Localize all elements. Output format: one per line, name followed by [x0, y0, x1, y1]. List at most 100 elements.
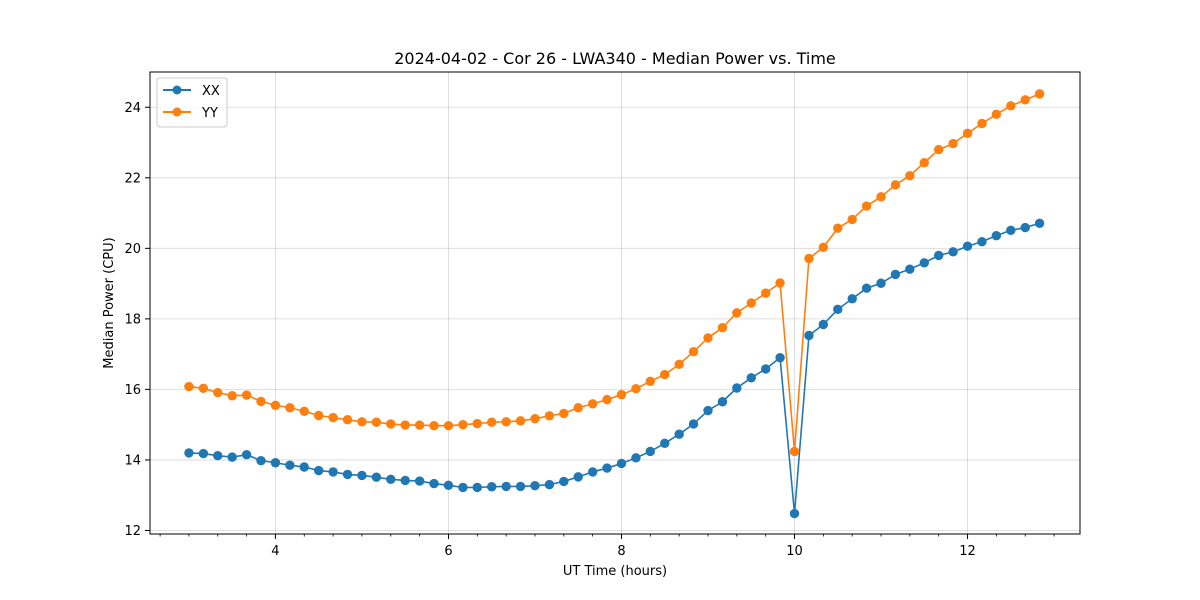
data-point-yy	[314, 410, 324, 421]
data-point-yy	[1020, 95, 1030, 105]
data-point-xx	[876, 278, 886, 288]
data-point-xx	[991, 230, 1002, 241]
data-point-yy	[443, 421, 454, 431]
data-point-yy	[876, 192, 886, 202]
data-point-yy	[213, 387, 223, 398]
data-point-yy	[198, 383, 209, 394]
data-point-xx	[746, 373, 756, 383]
data-point-xx	[717, 397, 728, 407]
data-point-xx	[890, 269, 901, 280]
data-point-yy	[544, 411, 555, 421]
data-point-xx	[761, 364, 771, 374]
y-tick-label: 14	[124, 453, 141, 468]
data-point-xx	[270, 458, 281, 468]
data-point-yy	[761, 288, 771, 298]
data-point-yy	[400, 420, 410, 430]
legend-marker-yy	[172, 107, 182, 117]
data-point-yy	[270, 400, 281, 410]
data-point-xx	[775, 352, 785, 363]
data-point-xx	[198, 448, 209, 459]
data-point-yy	[746, 298, 756, 308]
data-point-yy	[241, 390, 252, 400]
data-point-yy	[818, 242, 829, 252]
data-point-yy	[962, 128, 973, 139]
data-point-xx	[414, 476, 425, 486]
data-point-yy	[688, 346, 699, 357]
data-point-xx	[919, 258, 929, 268]
plot-series	[184, 89, 1045, 519]
data-point-yy	[414, 420, 425, 430]
data-point-yy	[660, 369, 670, 380]
data-point-yy	[256, 396, 266, 407]
data-point-yy	[919, 157, 929, 168]
x-axis-label: UT Time (hours)	[563, 564, 667, 579]
data-point-yy	[559, 408, 569, 419]
legend: XX YY	[156, 77, 228, 128]
data-point-xx	[357, 470, 367, 481]
data-point-yy	[472, 418, 482, 429]
data-point-xx	[631, 453, 641, 463]
data-point-yy	[847, 214, 857, 225]
data-point-xx	[386, 474, 396, 485]
data-point-yy	[1034, 89, 1045, 99]
y-tick-label: 18	[124, 312, 141, 327]
data-point-yy	[501, 417, 511, 427]
y-tick-label: 16	[124, 383, 141, 398]
data-point-xx	[1020, 222, 1030, 233]
data-point-xx	[487, 482, 497, 492]
data-point-xx	[847, 294, 857, 304]
data-point-yy	[328, 412, 338, 423]
data-point-xx	[328, 467, 338, 477]
data-point-xx	[429, 478, 439, 489]
data-point-xx	[804, 330, 814, 341]
data-point-yy	[833, 223, 843, 233]
data-point-yy	[429, 421, 439, 431]
data-point-xx	[833, 304, 843, 315]
data-point-yy	[386, 419, 396, 429]
data-point-xx	[559, 476, 569, 487]
y-tick-label: 20	[124, 242, 141, 257]
data-point-yy	[371, 417, 382, 427]
data-point-xx	[587, 467, 598, 477]
data-point-xx	[703, 405, 713, 416]
data-point-yy	[703, 333, 713, 343]
data-point-xx	[573, 472, 583, 482]
data-point-xx	[1034, 218, 1045, 228]
data-point-yy	[587, 399, 598, 409]
data-point-xx	[443, 480, 454, 491]
data-point-xx	[934, 250, 944, 261]
data-point-xx	[515, 481, 526, 492]
data-point-xx	[241, 449, 252, 460]
data-point-yy	[775, 278, 785, 288]
data-point-xx	[962, 241, 973, 251]
data-point-yy	[934, 144, 944, 155]
data-point-xx	[905, 264, 915, 274]
data-point-yy	[948, 138, 958, 149]
data-point-yy	[890, 180, 901, 190]
x-tick-label: 10	[786, 544, 803, 559]
x-tick-label: 4	[271, 544, 279, 559]
chart-title: 2024-04-02 - Cor 26 - LWA340 - Median Po…	[394, 49, 836, 68]
data-point-xx	[688, 419, 699, 429]
axes-frame	[149, 71, 1081, 535]
data-point-xx	[400, 475, 410, 486]
data-point-xx	[948, 247, 958, 257]
y-tick-label: 12	[124, 524, 141, 539]
data-point-yy	[1006, 101, 1016, 111]
x-tick-label: 8	[617, 544, 625, 559]
data-point-yy	[789, 446, 800, 457]
data-point-xx	[472, 482, 482, 493]
data-point-yy	[804, 253, 814, 264]
data-point-xx	[645, 446, 655, 457]
data-point-yy	[905, 170, 915, 181]
data-point-yy	[227, 391, 237, 401]
data-point-xx	[732, 383, 742, 393]
data-point-yy	[645, 376, 655, 386]
data-point-xx	[818, 319, 829, 330]
data-point-yy	[530, 413, 540, 424]
data-point-yy	[285, 403, 295, 413]
data-point-xx	[227, 452, 237, 462]
data-point-xx	[660, 438, 670, 449]
data-point-yy	[487, 417, 497, 427]
data-point-yy	[357, 417, 367, 427]
